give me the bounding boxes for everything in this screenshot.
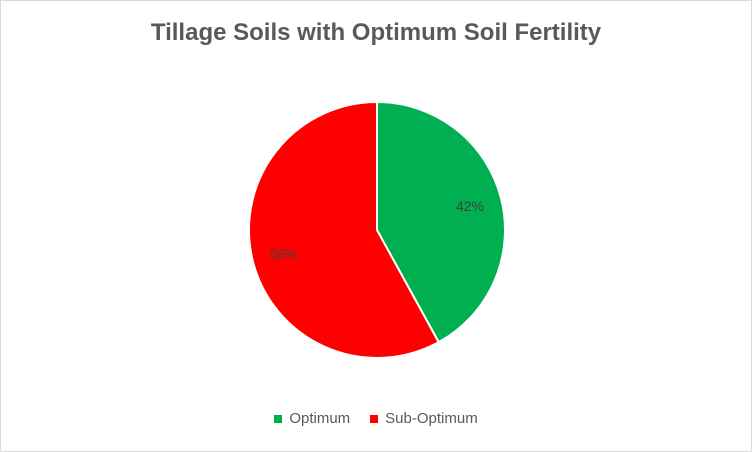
chart-title: Tillage Soils with Optimum Soil Fertilit… xyxy=(150,19,602,46)
data-label-sub-optimum: 58% xyxy=(270,246,298,262)
legend: Optimum Sub-Optimum xyxy=(1,410,751,427)
legend-swatch-optimum xyxy=(274,414,283,423)
pie-slices xyxy=(248,100,506,359)
legend-swatch-sub-optimum xyxy=(370,414,379,423)
legend-item-sub-optimum: Sub-Optimum xyxy=(370,410,478,427)
legend-item-optimum: Optimum xyxy=(274,410,350,427)
legend-label-optimum: Optimum xyxy=(289,410,351,427)
pie-slice-sub-optimum xyxy=(248,100,441,359)
pie-slice-optimum xyxy=(376,100,506,344)
pie-data-labels: 42% 58% xyxy=(270,198,484,262)
data-label-optimum: 42% xyxy=(456,198,484,214)
legend-label-sub-optimum: Sub-Optimum xyxy=(385,410,478,427)
